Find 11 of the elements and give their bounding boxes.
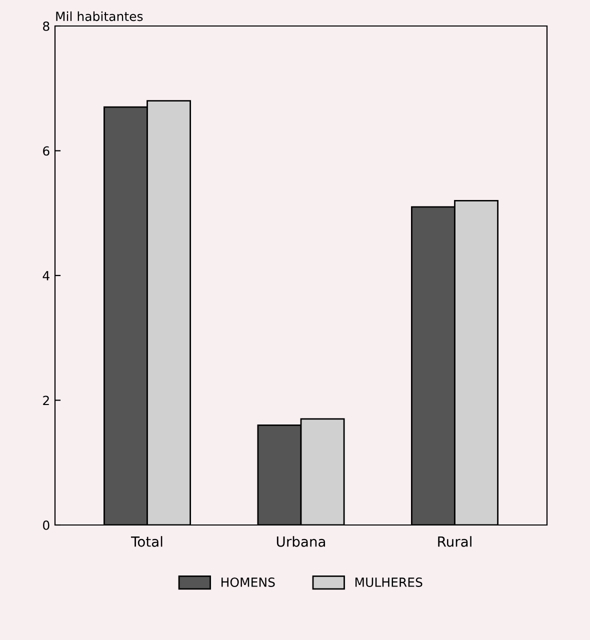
y-tick-label: 4 bbox=[42, 271, 50, 280]
x-tick-label: Total bbox=[130, 536, 162, 547]
legend-label: MULHERES bbox=[355, 578, 422, 587]
x-tick-label: Rural bbox=[438, 536, 472, 547]
y-tick-label: 0 bbox=[43, 520, 50, 530]
y-axis-title: Mil habitantes bbox=[56, 11, 143, 22]
y-tick-label: 6 bbox=[43, 146, 50, 156]
x-tick-label: Urbana bbox=[276, 536, 325, 547]
legend-label: HOMENS bbox=[222, 578, 275, 587]
y-tick-label: 8 bbox=[43, 21, 50, 31]
y-tick-label: 2 bbox=[43, 396, 49, 405]
